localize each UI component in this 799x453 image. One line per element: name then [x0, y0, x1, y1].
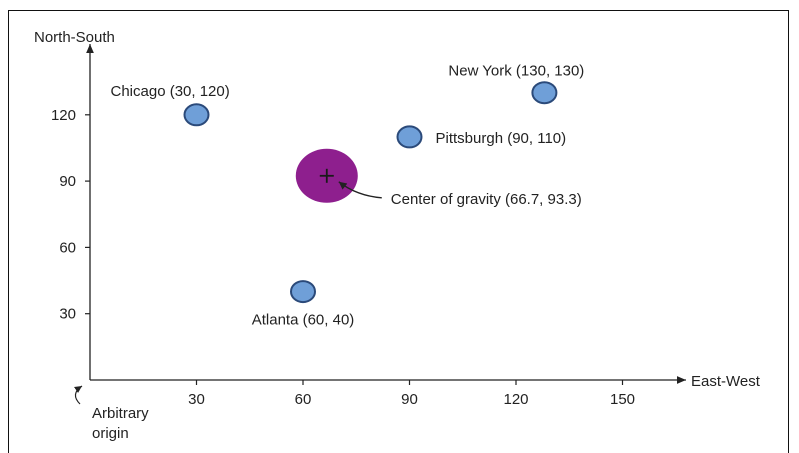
y-tick-label: 90 [59, 173, 76, 190]
point-atlanta [290, 280, 316, 304]
point-label-atlanta: Atlanta (60, 40) [252, 312, 355, 329]
point-chicago [183, 103, 210, 127]
origin-label-line1: Arbitrary [92, 405, 149, 422]
x-tick-label: 90 [401, 391, 418, 408]
point-label-pittsburgh: Pittsburgh (90, 110) [436, 130, 567, 147]
point-new-york [531, 81, 558, 105]
x-tick-label: 150 [610, 391, 635, 408]
point-label-new-york: New York (130, 130) [448, 63, 584, 80]
y-axis-title: North-South [34, 29, 115, 46]
x-axis-title: East-West [691, 373, 761, 390]
x-tick-label: 120 [503, 391, 528, 408]
figure-frame [8, 10, 789, 453]
cog-label: Center of gravity (66.7, 93.3) [391, 191, 582, 208]
y-tick-label: 60 [59, 239, 76, 256]
x-tick-label: 60 [295, 391, 312, 408]
cog-callout-arrow [338, 181, 382, 199]
x-tick-label: 30 [188, 391, 205, 408]
origin-label-line2: origin [92, 425, 129, 442]
point-label-chicago: Chicago (30, 120) [111, 83, 230, 100]
point-pittsburgh [396, 125, 423, 149]
origin-arrow [74, 385, 83, 405]
y-tick-label: 120 [51, 107, 76, 124]
y-tick-label: 30 [59, 306, 76, 323]
